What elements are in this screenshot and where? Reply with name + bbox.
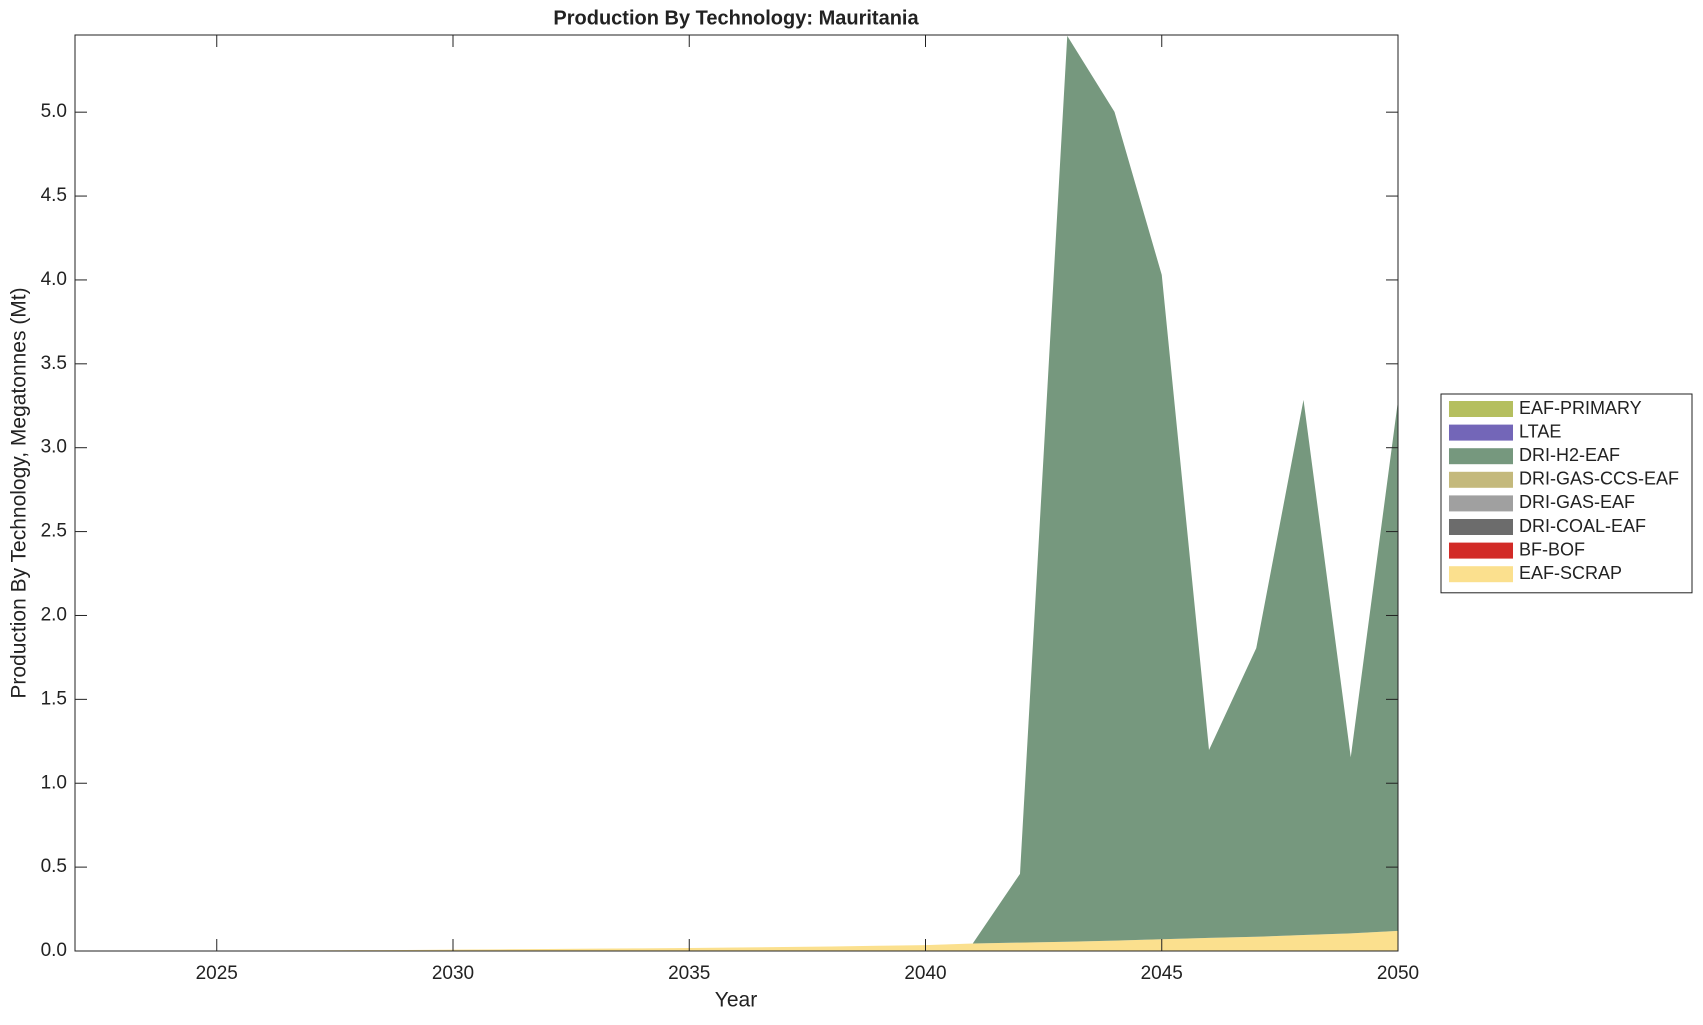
y-tick-label: 1.5 — [41, 688, 67, 709]
legend-swatch — [1449, 401, 1513, 417]
plot-frame — [74, 34, 1399, 952]
y-tick-label: 2.5 — [41, 521, 67, 542]
legend-label: BF-BOF — [1519, 539, 1585, 559]
y-tick-label: 4.0 — [41, 269, 67, 290]
legend-label: DRI-GAS-CCS-EAF — [1519, 469, 1679, 489]
legend-swatch — [1449, 495, 1513, 512]
area — [75, 930, 1398, 951]
legend-label: EAF-PRIMARY — [1519, 398, 1642, 418]
y-tick-label: 5.0 — [41, 101, 67, 122]
y-axis-label: Production By Technology, Megatonnes (Mt… — [8, 287, 31, 698]
legend-swatch — [1449, 424, 1513, 441]
y-tick-label: 2.0 — [41, 604, 67, 625]
x-tick-label: 2050 — [1377, 963, 1419, 984]
y-tick-label: 4.5 — [41, 185, 67, 206]
legend-swatch — [1449, 519, 1513, 535]
legend-label: DRI-GAS-EAF — [1519, 492, 1635, 512]
chart-title: Production By Technology: Mauritania — [553, 7, 919, 29]
x-tick-label: 2035 — [668, 963, 710, 984]
y-tick-label: 0.5 — [41, 856, 67, 877]
legend-box — [1440, 393, 1693, 594]
legend-label: LTAE — [1519, 421, 1561, 441]
legend-label: DRI-H2-EAF — [1519, 445, 1620, 465]
legend-label: EAF-SCRAP — [1519, 563, 1622, 583]
x-tick-label: 2030 — [432, 963, 474, 984]
legend-swatch — [1449, 542, 1513, 559]
legend-swatch — [1449, 448, 1513, 465]
y-tick-label: 3.0 — [41, 437, 67, 458]
legend-swatch — [1449, 566, 1513, 583]
y-tick-label: 3.5 — [41, 353, 67, 374]
x-tick-label: 2040 — [904, 963, 946, 984]
x-axis-label: Year — [715, 989, 757, 1012]
y-tick-label: 1.0 — [41, 772, 67, 793]
x-tick-label: 2045 — [1141, 963, 1183, 984]
x-tick-label: 2025 — [196, 963, 238, 984]
area — [75, 35, 1398, 952]
legend-label: DRI-COAL-EAF — [1519, 516, 1646, 536]
y-tick-label: 0.0 — [41, 940, 67, 961]
legend-swatch — [1449, 471, 1513, 488]
